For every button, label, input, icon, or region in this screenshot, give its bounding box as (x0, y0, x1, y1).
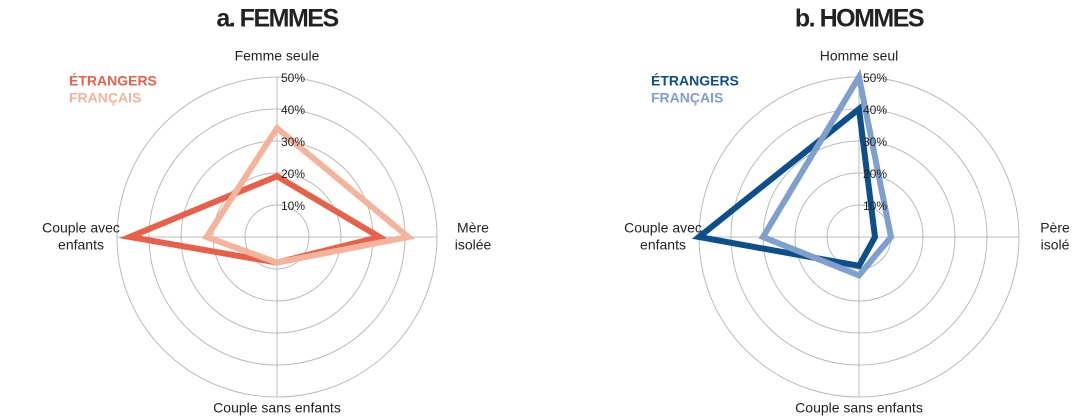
axis-label: Couple sans enfants (213, 400, 341, 416)
axis-label: Père (1040, 220, 1070, 236)
y-tick-label: 30% (281, 135, 305, 149)
y-tick-label: 40% (281, 103, 305, 117)
legend-label: FRANÇAIS (651, 90, 723, 106)
chart-title: b. HOMMES (795, 5, 924, 33)
legend-label: FRANÇAIS (69, 90, 141, 106)
axis-label: Couple avec (624, 220, 702, 236)
y-tick-label: 10% (281, 199, 305, 213)
y-tick-label: 40% (863, 103, 887, 117)
axis-label: Couple avec (42, 220, 120, 236)
y-tick-label: 50% (863, 71, 887, 85)
y-tick-label: 30% (863, 135, 887, 149)
axis-label: Femme seule (235, 48, 320, 64)
axis-label: isolé (1041, 237, 1070, 253)
legend-label: ÉTRANGERS (651, 73, 739, 89)
legend-label: ÉTRANGERS (69, 73, 157, 89)
axis-label: Mère (457, 220, 489, 236)
series-line (202, 123, 415, 266)
y-tick-label: 20% (863, 167, 887, 181)
axis-label: Couple sans enfants (795, 400, 923, 416)
y-tick-label: 20% (281, 167, 305, 181)
series-line (691, 103, 879, 270)
chart-title: a. FEMMES (216, 5, 338, 33)
series-line (758, 68, 895, 279)
axis-label: enfants (640, 237, 686, 253)
axis-label: Homme seul (820, 48, 899, 64)
axis-label: isolée (455, 237, 492, 253)
axis-label: enfants (58, 237, 104, 253)
y-tick-label: 50% (281, 71, 305, 85)
y-tick-label: 10% (863, 199, 887, 213)
